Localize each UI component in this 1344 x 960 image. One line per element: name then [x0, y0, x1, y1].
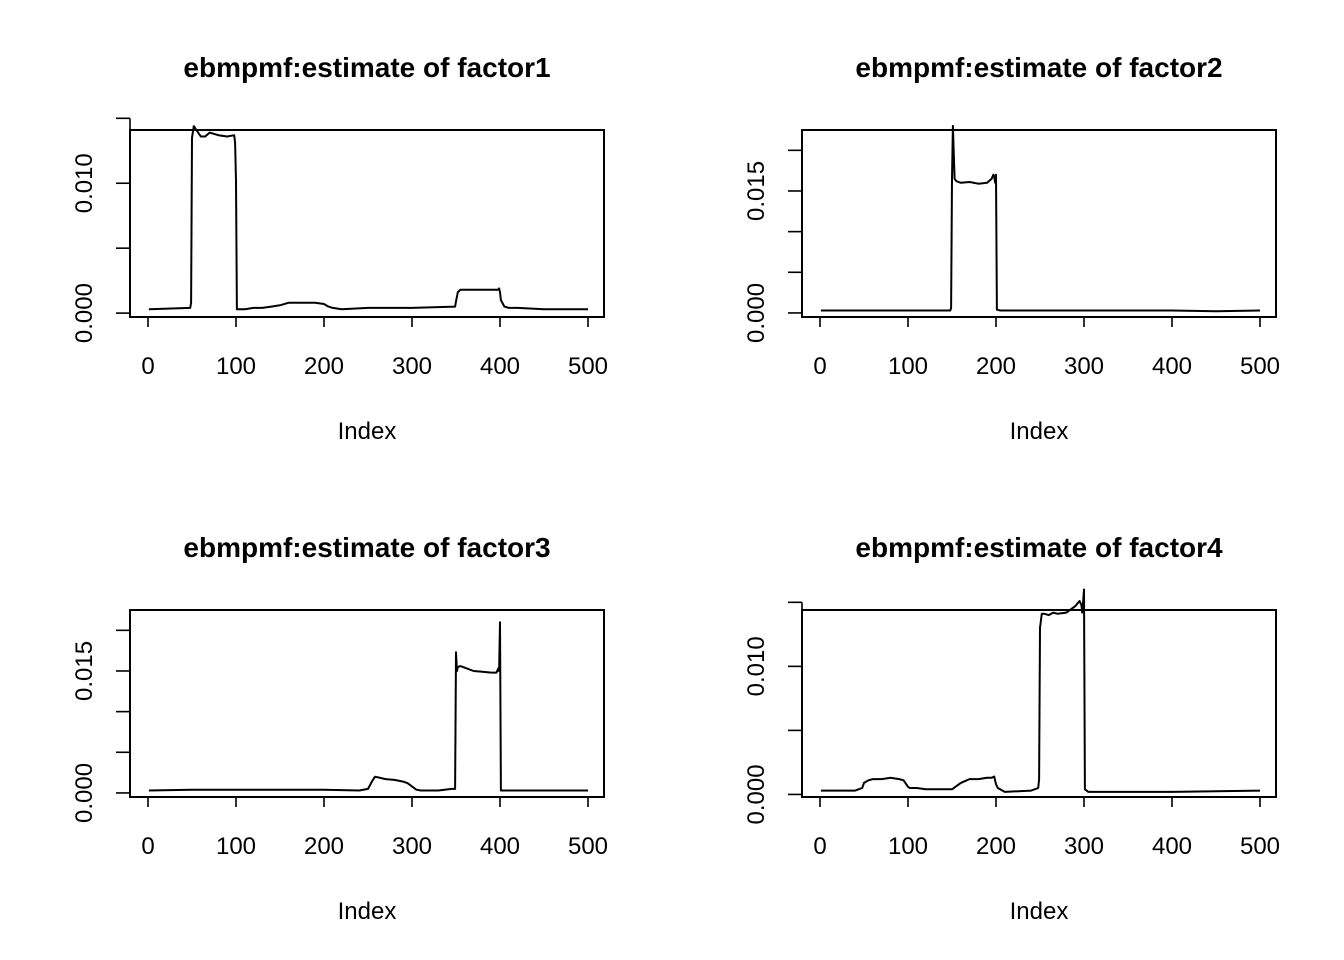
y-tick-label: 0.000	[71, 283, 98, 343]
chart-panel-3: ebmpmf:estimate of factor3 0 100 200 300 400 5…	[71, 532, 608, 925]
x-tick-label: 400	[480, 833, 520, 860]
y-tick-label: 0.000	[743, 283, 770, 343]
x-tick-label: 300	[1064, 833, 1104, 860]
x-tick-label: 300	[392, 353, 432, 380]
plot-frame	[129, 129, 605, 318]
y-tick-label: 0.015	[71, 641, 98, 701]
chart-panel-2: ebmpmf:estimate of factor2 0 100 200 300 400 5…	[743, 52, 1280, 445]
x-tick-label: 100	[888, 833, 928, 860]
x-axis-label: Index	[1010, 418, 1069, 445]
x-tick-label: 500	[1240, 833, 1280, 860]
y-tick-label: 0.010	[71, 153, 98, 213]
chart-title: ebmpmf:estimate of factor4	[855, 532, 1223, 563]
x-tick-label: 400	[480, 353, 520, 380]
x-tick-label: 300	[1064, 353, 1104, 380]
chart-panel-4: ebmpmf:estimate of factor4 0 100 200 300 400 5…	[743, 532, 1280, 925]
y-tick-label: 0.000	[743, 764, 770, 824]
x-tick-label: 300	[392, 833, 432, 860]
x-tick-label: 200	[976, 833, 1016, 860]
plot-frame	[801, 129, 1277, 318]
x-tick-label: 0	[141, 833, 154, 860]
chart-title: ebmpmf:estimate of factor3	[183, 532, 550, 563]
x-tick-label: 200	[304, 833, 344, 860]
x-tick-label: 500	[568, 833, 608, 860]
series-line-1	[820, 588, 1261, 793]
x-tick-label: 200	[304, 353, 344, 380]
x-tick-label: 100	[888, 353, 928, 380]
x-tick-label: 400	[1152, 833, 1192, 860]
x-axis-label: Index	[1010, 898, 1069, 925]
series-line-1	[148, 621, 588, 792]
x-tick-label: 0	[813, 353, 826, 380]
series-line-1	[148, 125, 588, 311]
chart-title: ebmpmf:estimate of factor1	[183, 52, 550, 83]
x-axis-label: Index	[338, 418, 397, 445]
chart-title: ebmpmf:estimate of factor2	[855, 52, 1222, 83]
series-line-1	[820, 124, 1261, 313]
y-tick-label: 0.000	[71, 763, 98, 823]
x-tick-label: 0	[813, 833, 826, 860]
x-tick-label: 0	[141, 353, 154, 380]
chart-panel-1: ebmpmf:estimate of factor1 0 100 200 300 400 5…	[71, 52, 608, 445]
x-tick-label: 500	[568, 353, 608, 380]
x-tick-label: 100	[216, 833, 256, 860]
plot-frame	[129, 609, 605, 798]
x-tick-label: 100	[216, 353, 256, 380]
y-tick-label: 0.010	[743, 636, 770, 696]
y-tick-label: 0.015	[743, 161, 770, 221]
x-tick-label: 400	[1152, 353, 1192, 380]
x-tick-label: 500	[1240, 353, 1280, 380]
x-tick-label: 200	[976, 353, 1016, 380]
x-axis-label: Index	[338, 898, 397, 925]
